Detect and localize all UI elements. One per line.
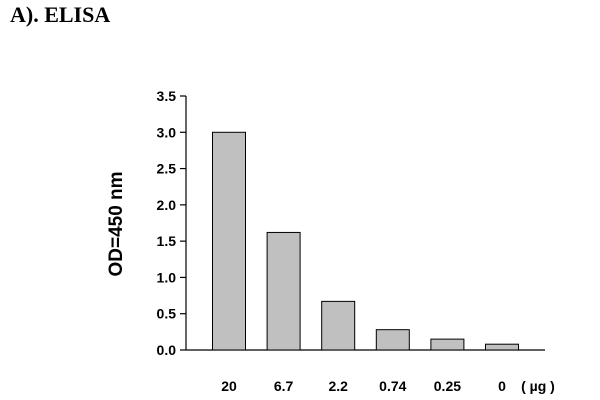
x-tick-label: 2.2: [328, 378, 348, 394]
chart-bars: [212, 131, 519, 351]
x-axis-unit-label: ( µg ): [521, 378, 555, 394]
bar: [212, 131, 246, 351]
y-axis-ticks: 0.0 0.5 1.0 1.5 2.0 2.5 3.0 3.5: [157, 88, 186, 358]
bar: [266, 231, 301, 351]
y-axis-label: OD=450 nm: [106, 171, 127, 276]
y-tick-label: 1.0: [157, 269, 177, 285]
bar: [485, 343, 519, 351]
x-tick-label: 0.25: [434, 378, 461, 394]
y-tick-label: 1.5: [157, 233, 177, 249]
panel-title: A). ELISA: [10, 2, 111, 27]
bar: [375, 329, 410, 351]
x-tick-label: 6.7: [274, 378, 294, 394]
y-tick-label: 2.0: [157, 197, 177, 213]
x-tick-label: 0.74: [379, 378, 406, 394]
y-tick-label: 0.5: [157, 306, 177, 322]
y-tick-label: 3.5: [157, 88, 177, 104]
x-axis-ticks: 20 6.7 2.2 0.74 0.25 0: [221, 378, 506, 394]
y-tick-label: 2.5: [157, 161, 177, 177]
y-tick-label: 0.0: [157, 342, 177, 358]
y-tick-label: 3.0: [157, 124, 177, 140]
x-tick-label: 0: [498, 378, 506, 394]
bar: [321, 300, 356, 351]
bar: [430, 338, 465, 351]
x-tick-label: 20: [221, 378, 237, 394]
